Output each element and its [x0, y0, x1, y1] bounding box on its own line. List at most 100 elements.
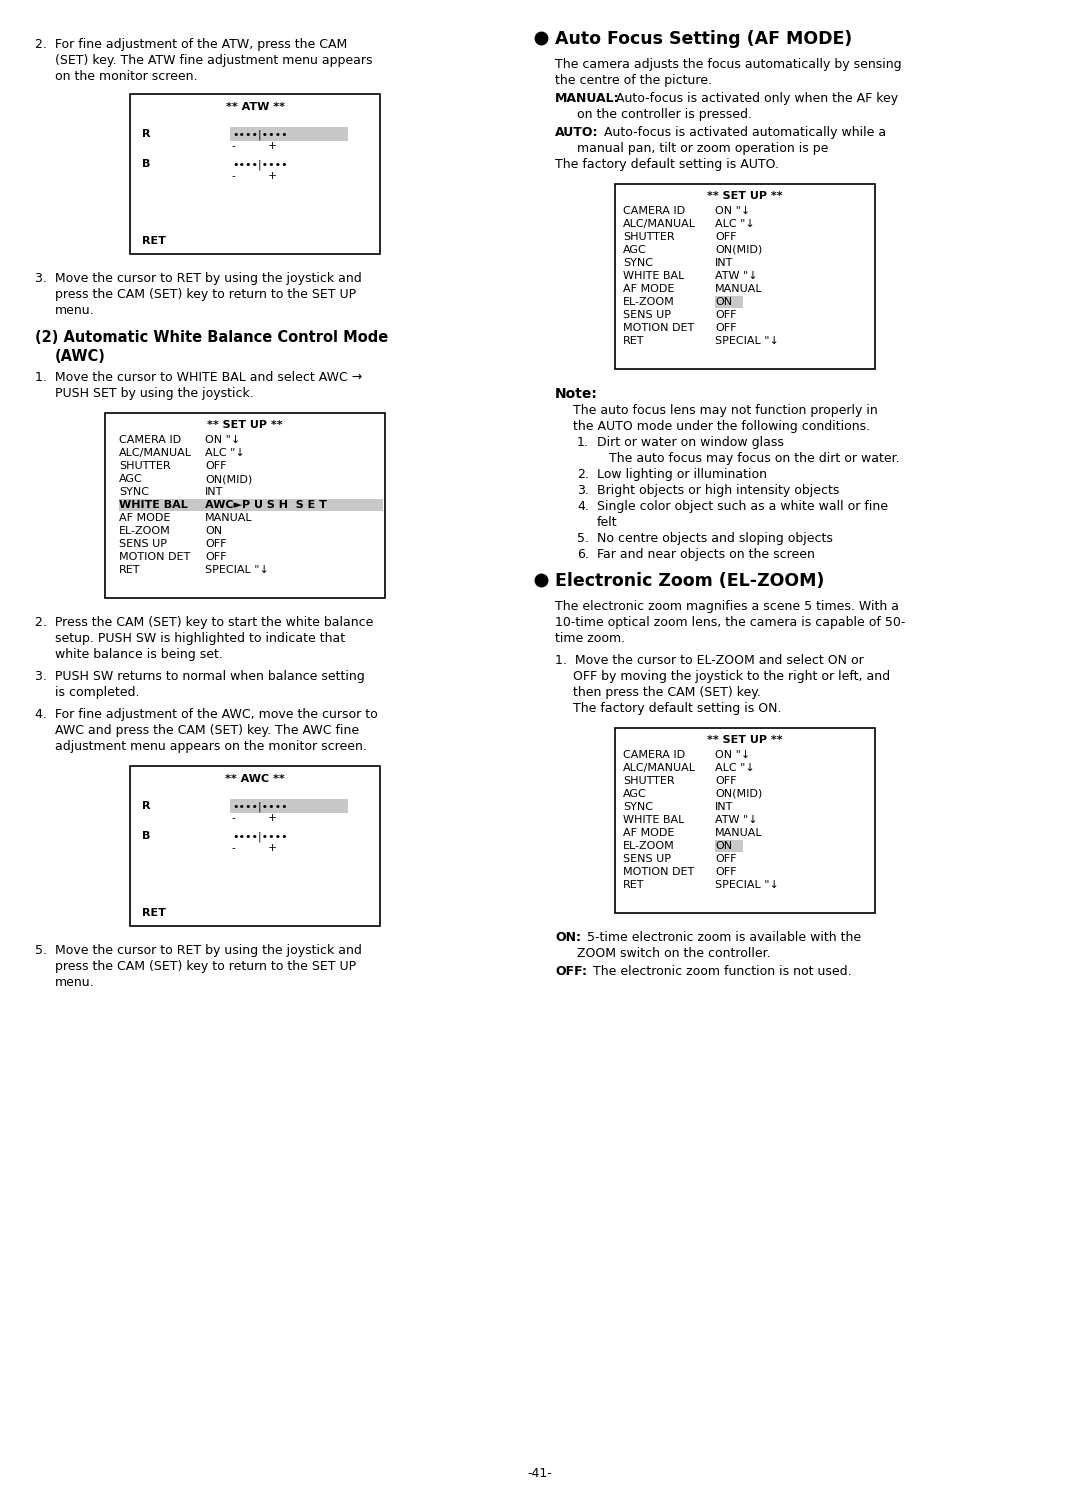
Text: SHUTTER: SHUTTER — [623, 232, 675, 243]
Text: OFF: OFF — [205, 461, 227, 472]
Text: The electronic zoom magnifies a scene 5 times. With a: The electronic zoom magnifies a scene 5 … — [555, 600, 899, 612]
Text: ** SET UP **: ** SET UP ** — [707, 735, 783, 746]
Text: MOTION DET: MOTION DET — [623, 867, 694, 877]
Bar — [715, 296, 743, 308]
Text: RET: RET — [623, 880, 645, 891]
Text: the centre of the picture.: the centre of the picture. — [555, 73, 712, 87]
Text: 2.: 2. — [577, 469, 589, 481]
Text: OFF: OFF — [205, 539, 227, 549]
Text: OFF by moving the joystick to the right or left, and: OFF by moving the joystick to the right … — [573, 671, 890, 683]
Text: setup. PUSH SW is highlighted to indicate that: setup. PUSH SW is highlighted to indicat… — [55, 632, 346, 645]
Text: ON(MID): ON(MID) — [715, 789, 762, 799]
Text: SPECIAL "↓: SPECIAL "↓ — [205, 564, 269, 575]
Text: EL-ZOOM: EL-ZOOM — [623, 841, 675, 850]
Text: ALC/MANUAL: ALC/MANUAL — [623, 219, 696, 229]
Text: OFF: OFF — [205, 552, 227, 561]
Text: The factory default setting is ON.: The factory default setting is ON. — [573, 702, 782, 716]
Text: ATW "↓: ATW "↓ — [715, 271, 758, 281]
Text: (AWC): (AWC) — [55, 349, 106, 364]
Bar — [130, 766, 380, 927]
Text: ALC "↓: ALC "↓ — [715, 219, 755, 229]
Text: CAMERA ID: CAMERA ID — [119, 436, 181, 445]
Text: ON(MID): ON(MID) — [205, 475, 253, 484]
Text: RET: RET — [141, 237, 166, 246]
Text: SENS UP: SENS UP — [119, 539, 167, 549]
Text: EL-ZOOM: EL-ZOOM — [623, 296, 675, 307]
Text: 2.  Press the CAM (SET) key to start the white balance: 2. Press the CAM (SET) key to start the … — [35, 615, 374, 629]
Text: ON "↓: ON "↓ — [715, 207, 751, 216]
Text: The auto focus lens may not function properly in: The auto focus lens may not function pro… — [573, 404, 878, 418]
Text: WHITE BAL: WHITE BAL — [119, 500, 188, 510]
Text: the AUTO mode under the following conditions.: the AUTO mode under the following condit… — [573, 421, 870, 433]
Text: 6.: 6. — [577, 548, 589, 561]
Bar — [230, 127, 348, 141]
Text: OFF: OFF — [715, 232, 737, 243]
Text: ALC/MANUAL: ALC/MANUAL — [119, 448, 192, 458]
Text: 10-time optical zoom lens, the camera is capable of 50-: 10-time optical zoom lens, the camera is… — [555, 615, 905, 629]
Text: Auto Focus Setting (AF MODE): Auto Focus Setting (AF MODE) — [555, 30, 852, 48]
Text: menu.: menu. — [55, 304, 95, 317]
Text: MANUAL:: MANUAL: — [555, 91, 620, 105]
Text: The electronic zoom function is not used.: The electronic zoom function is not used… — [589, 966, 852, 978]
Text: AWC and press the CAM (SET) key. The AWC fine: AWC and press the CAM (SET) key. The AWC… — [55, 725, 360, 737]
Text: OFF: OFF — [715, 867, 737, 877]
Text: INT: INT — [715, 257, 733, 268]
Text: 4.: 4. — [577, 500, 589, 513]
Bar — [615, 184, 875, 368]
Bar — [119, 499, 383, 510]
Text: RET: RET — [119, 564, 140, 575]
Text: ALC "↓: ALC "↓ — [715, 763, 755, 772]
Text: ** AWC **: ** AWC ** — [225, 774, 285, 784]
Text: AWC►P U S H  S E T: AWC►P U S H S E T — [205, 500, 327, 510]
Text: 3.  PUSH SW returns to normal when balance setting: 3. PUSH SW returns to normal when balanc… — [35, 671, 365, 683]
Text: 1.  Move the cursor to WHITE BAL and select AWC →: 1. Move the cursor to WHITE BAL and sele… — [35, 371, 362, 385]
Text: ON(MID): ON(MID) — [715, 246, 762, 254]
Text: The auto focus may focus on the dirt or water.: The auto focus may focus on the dirt or … — [597, 452, 900, 466]
Text: ON "↓: ON "↓ — [205, 436, 240, 445]
Text: MOTION DET: MOTION DET — [623, 323, 694, 332]
Text: manual pan, tilt or zoom operation is pe: manual pan, tilt or zoom operation is pe — [577, 142, 828, 156]
Text: Low lighting or illumination: Low lighting or illumination — [597, 469, 767, 481]
Text: INT: INT — [715, 802, 733, 811]
Text: ON "↓: ON "↓ — [715, 750, 751, 760]
Text: B: B — [141, 831, 150, 841]
Text: Single color object such as a white wall or fine: Single color object such as a white wall… — [597, 500, 888, 513]
Text: MANUAL: MANUAL — [205, 513, 253, 522]
Text: ALC/MANUAL: ALC/MANUAL — [623, 763, 696, 772]
Text: 1.  Move the cursor to EL-ZOOM and select ON or: 1. Move the cursor to EL-ZOOM and select… — [555, 654, 864, 668]
Text: ••••|••••: ••••|•••• — [232, 801, 287, 811]
Text: ON: ON — [715, 841, 732, 850]
Text: press the CAM (SET) key to return to the SET UP: press the CAM (SET) key to return to the… — [55, 287, 356, 301]
Text: Bright objects or high intensity objects: Bright objects or high intensity objects — [597, 484, 839, 497]
Text: SENS UP: SENS UP — [623, 853, 671, 864]
Text: on the controller is pressed.: on the controller is pressed. — [577, 108, 752, 121]
Bar — [715, 840, 743, 852]
Text: ••••|••••: ••••|•••• — [232, 831, 287, 841]
Text: WHITE BAL: WHITE BAL — [623, 814, 685, 825]
Text: on the monitor screen.: on the monitor screen. — [55, 70, 198, 82]
Text: WHITE BAL: WHITE BAL — [623, 271, 685, 281]
Text: Auto-focus is activated only when the AF key: Auto-focus is activated only when the AF… — [612, 91, 899, 105]
Text: OFF:: OFF: — [555, 966, 588, 978]
Text: 5-time electronic zoom is available with the: 5-time electronic zoom is available with… — [583, 931, 861, 945]
Text: SYNC: SYNC — [119, 487, 149, 497]
Text: ON: ON — [715, 296, 732, 307]
Text: SPECIAL "↓: SPECIAL "↓ — [715, 880, 779, 891]
Text: 2.  For fine adjustment of the ATW, press the CAM: 2. For fine adjustment of the ATW, press… — [35, 37, 348, 51]
Text: SHUTTER: SHUTTER — [119, 461, 171, 472]
Text: OFF: OFF — [715, 775, 737, 786]
Text: EL-ZOOM: EL-ZOOM — [119, 525, 171, 536]
Text: The factory default setting is AUTO.: The factory default setting is AUTO. — [555, 159, 779, 171]
Text: AGC: AGC — [119, 475, 143, 484]
Text: time zoom.: time zoom. — [555, 632, 625, 645]
Text: -          +: - + — [232, 141, 276, 151]
Text: CAMERA ID: CAMERA ID — [623, 750, 685, 760]
Text: ** SET UP **: ** SET UP ** — [707, 192, 783, 201]
Text: -          +: - + — [232, 843, 276, 853]
Text: 1.: 1. — [577, 436, 589, 449]
Text: No centre objects and sloping objects: No centre objects and sloping objects — [597, 531, 833, 545]
Text: white balance is being set.: white balance is being set. — [55, 648, 222, 662]
Text: SPECIAL "↓: SPECIAL "↓ — [715, 335, 779, 346]
Text: AUTO:: AUTO: — [555, 126, 598, 139]
Text: B: B — [141, 159, 150, 169]
